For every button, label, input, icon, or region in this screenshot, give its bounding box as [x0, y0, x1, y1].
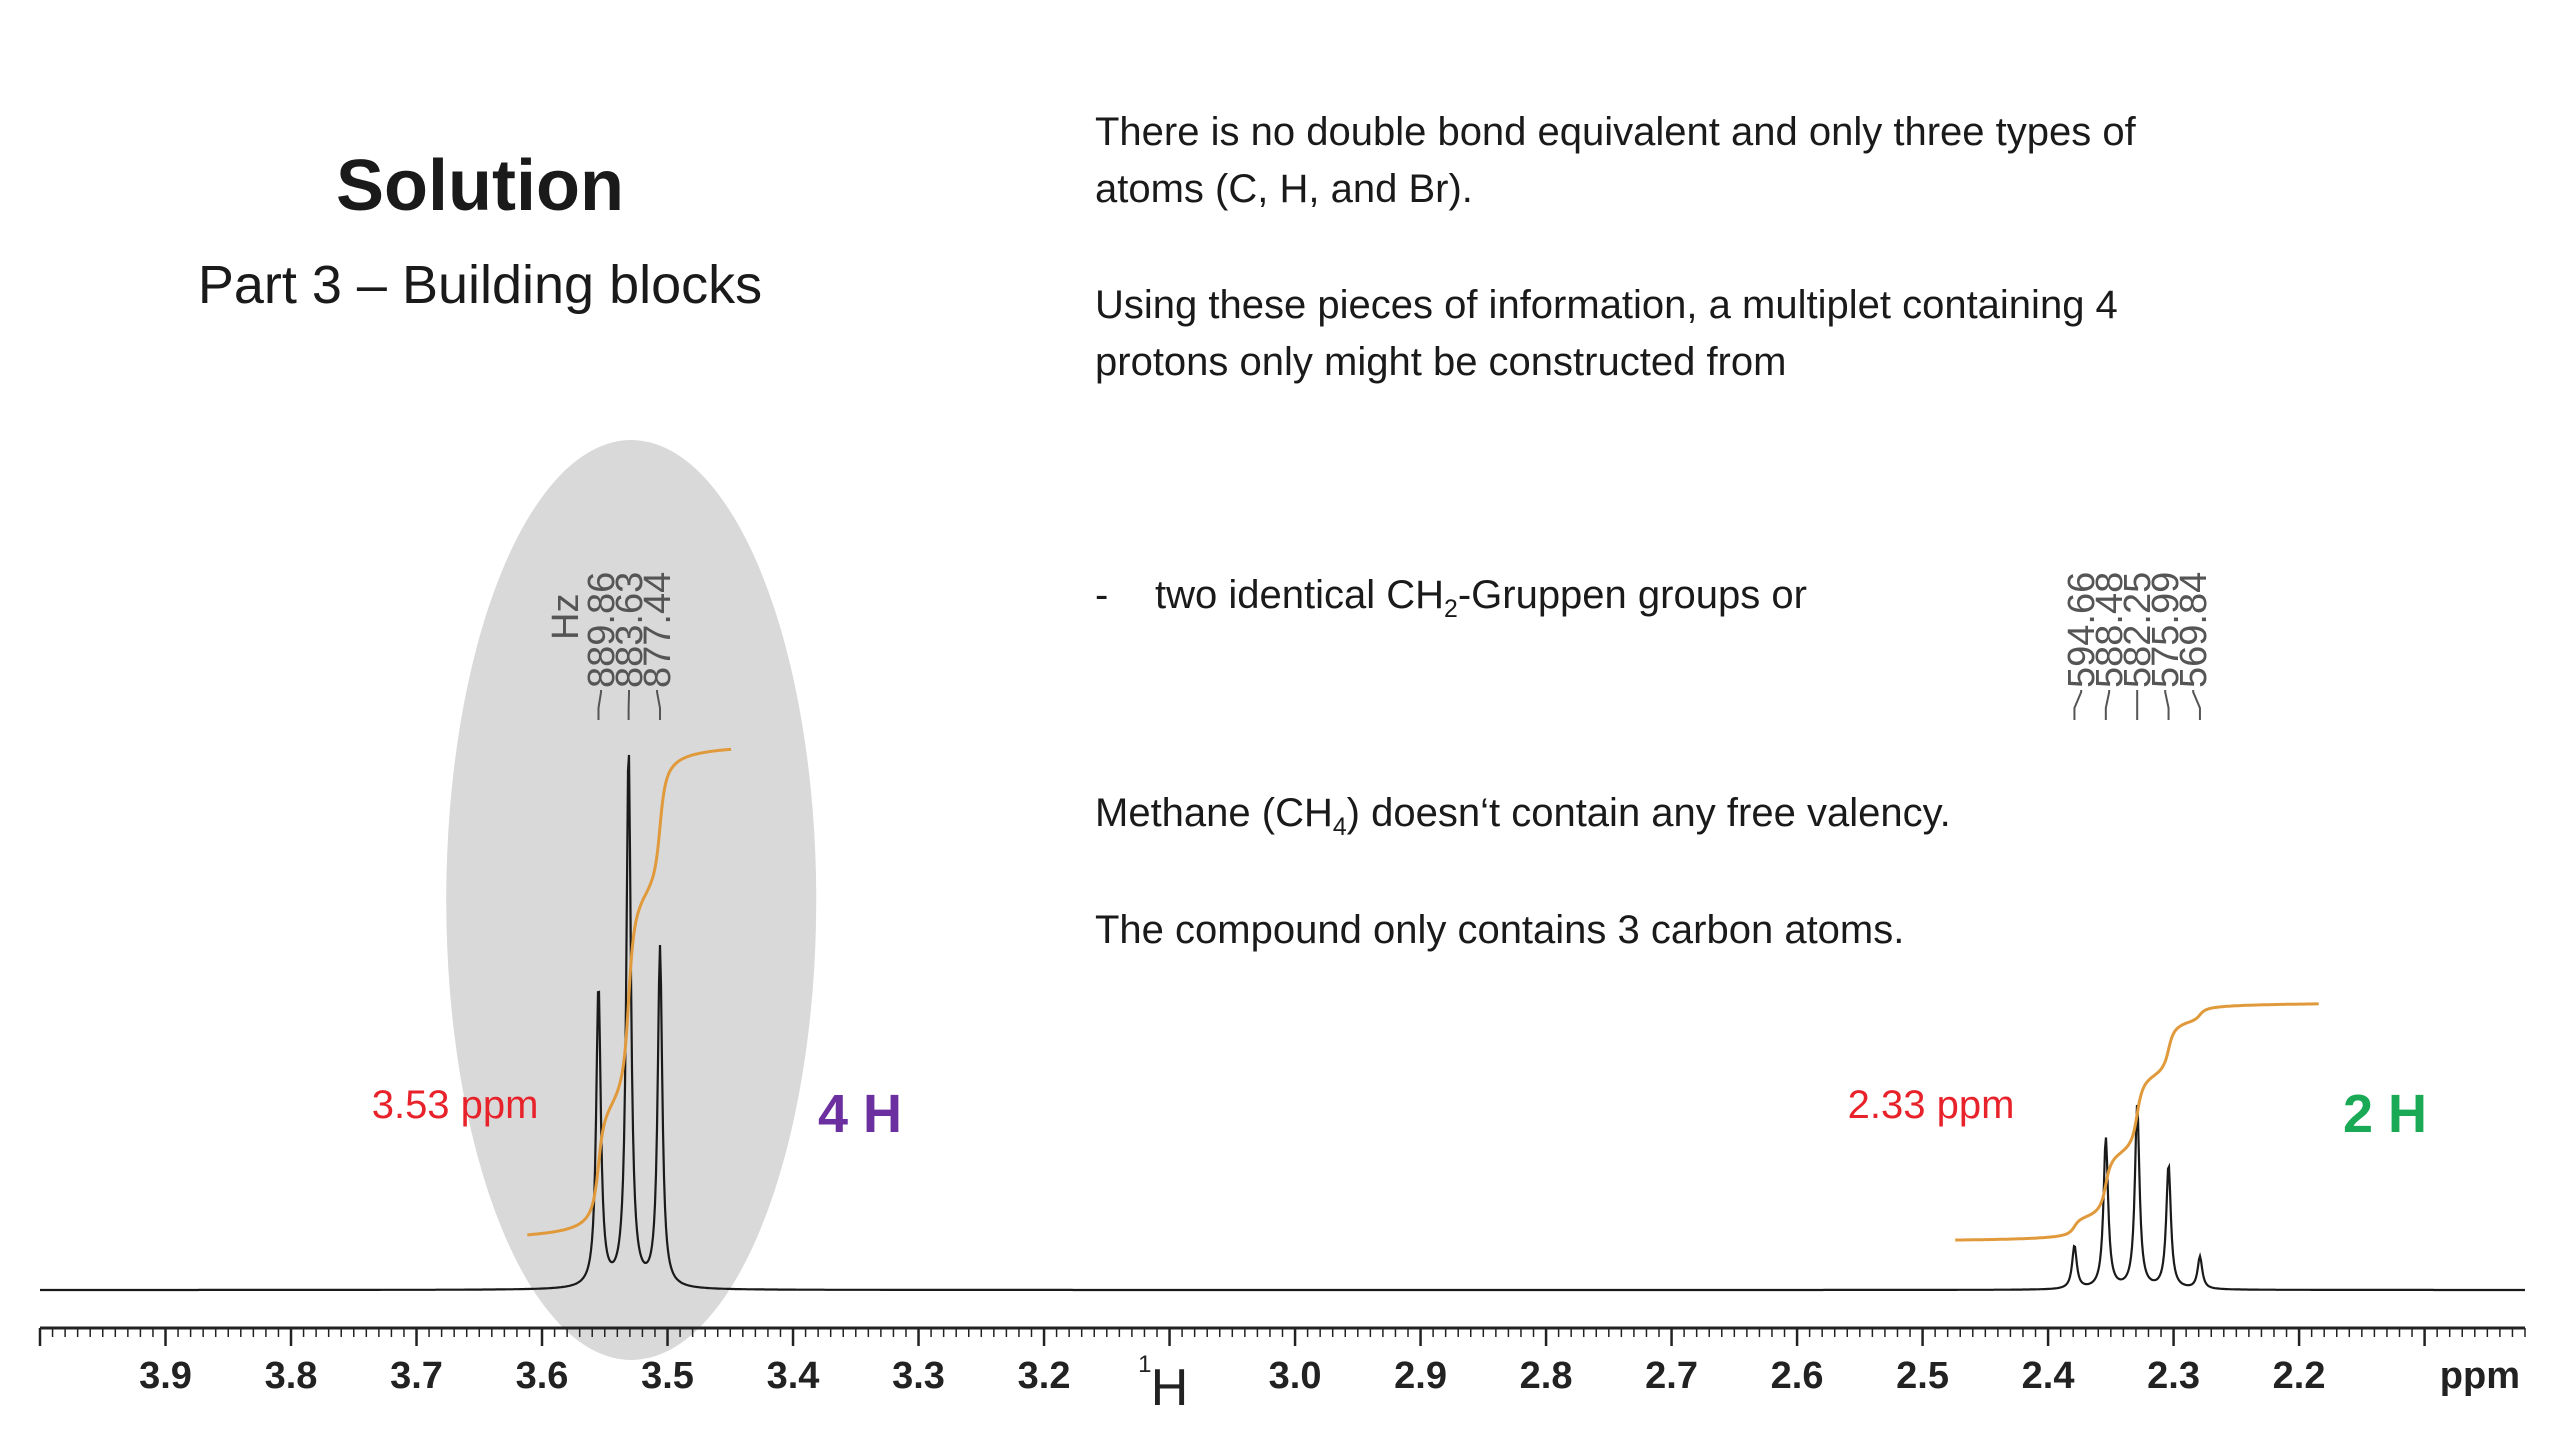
- integral-curve-0: [527, 747, 732, 1237]
- paragraph-dbe: There is no double bond equivalent and o…: [1095, 110, 2136, 211]
- peak-label: 594.66: [2061, 572, 2103, 688]
- x-tick-label: 2.6: [1771, 1355, 1824, 1397]
- bullet-text-post: -Gruppen groups or: [1457, 573, 1807, 617]
- x-tick-label: 2.5: [1896, 1355, 1949, 1397]
- x-tick-label: 3.0: [1269, 1355, 1322, 1397]
- methane-subscript: 4: [1332, 814, 1347, 841]
- peak-label: 575.99: [2145, 572, 2187, 688]
- proton-count-label: 2 H: [2343, 1084, 2427, 1144]
- x-tick-label: 3.6: [516, 1355, 569, 1397]
- x-tick-label: 3.7: [390, 1355, 443, 1397]
- peak-label: 582.25: [2117, 572, 2159, 688]
- x-tick-label: 3.8: [265, 1355, 318, 1397]
- peak-label: 877.44: [637, 572, 679, 688]
- bullet-ch2-groups: - two identical CH2-Gruppen groups or: [1095, 567, 1807, 638]
- x-axis-label: ppm: [2440, 1355, 2520, 1397]
- peak-unit-label: Hz: [545, 594, 587, 640]
- x-tick-label: 2.9: [1394, 1355, 1447, 1397]
- chemical-shift-label: 3.53 ppm: [372, 1083, 539, 1127]
- spectrum-trace: [40, 754, 2525, 1292]
- x-tick-label: 2.7: [1645, 1355, 1698, 1397]
- x-tick-label: 3.4: [767, 1355, 820, 1397]
- slide-subtitle: Part 3 – Building blocks: [197, 255, 763, 315]
- methane-text-post: ) doesn‘t contain any free valency.: [1346, 791, 1951, 835]
- bullet-text-pre: two identical CH: [1155, 573, 1445, 617]
- x-tick-label: 3.5: [641, 1355, 694, 1397]
- chemical-shift-label: 2.33 ppm: [1848, 1083, 2015, 1127]
- nucleus-superscript: 1: [1138, 1351, 1151, 1378]
- peak-connector: [2104, 690, 2111, 720]
- paragraph-multiplet: Using these pieces of information, a mul…: [1095, 283, 2118, 384]
- peak-connector: [597, 690, 603, 720]
- x-tick-label: 3.9: [139, 1355, 192, 1397]
- nucleus-label: H: [1151, 1359, 1189, 1417]
- x-tick-label: 3.3: [892, 1355, 945, 1397]
- paragraph-methane: Methane (CH4) doesn‘t contain any free v…: [1095, 785, 2145, 856]
- peak-connector: [2192, 690, 2201, 720]
- bullet-subscript: 2: [1444, 596, 1458, 623]
- methane-text-pre: Methane (CH: [1095, 791, 1333, 835]
- peak-label: 889.86: [581, 572, 623, 688]
- x-tick-label: 2.8: [1520, 1355, 1573, 1397]
- x-tick-label: 2.4: [2022, 1355, 2075, 1397]
- peak-label: 883.63: [609, 572, 651, 688]
- peak-connector: [656, 690, 661, 720]
- peak-connector: [2073, 690, 2083, 720]
- peak-label: 569.84: [2173, 572, 2215, 688]
- x-tick-label: 2.3: [2147, 1355, 2200, 1397]
- peak-connector: [2164, 690, 2170, 720]
- peak-label: 588.48: [2089, 572, 2131, 688]
- slide-title: Solution: [336, 146, 624, 226]
- x-tick-label: 2.2: [2273, 1355, 2326, 1397]
- bullet-dash: -: [1095, 573, 1109, 617]
- integral-curve-1: [1955, 1002, 2319, 1242]
- proton-count-label: 4 H: [818, 1084, 902, 1144]
- paragraph-carbon-count: The compound only contains 3 carbon atom…: [1095, 908, 1905, 952]
- x-tick-label: 3.2: [1018, 1355, 1071, 1397]
